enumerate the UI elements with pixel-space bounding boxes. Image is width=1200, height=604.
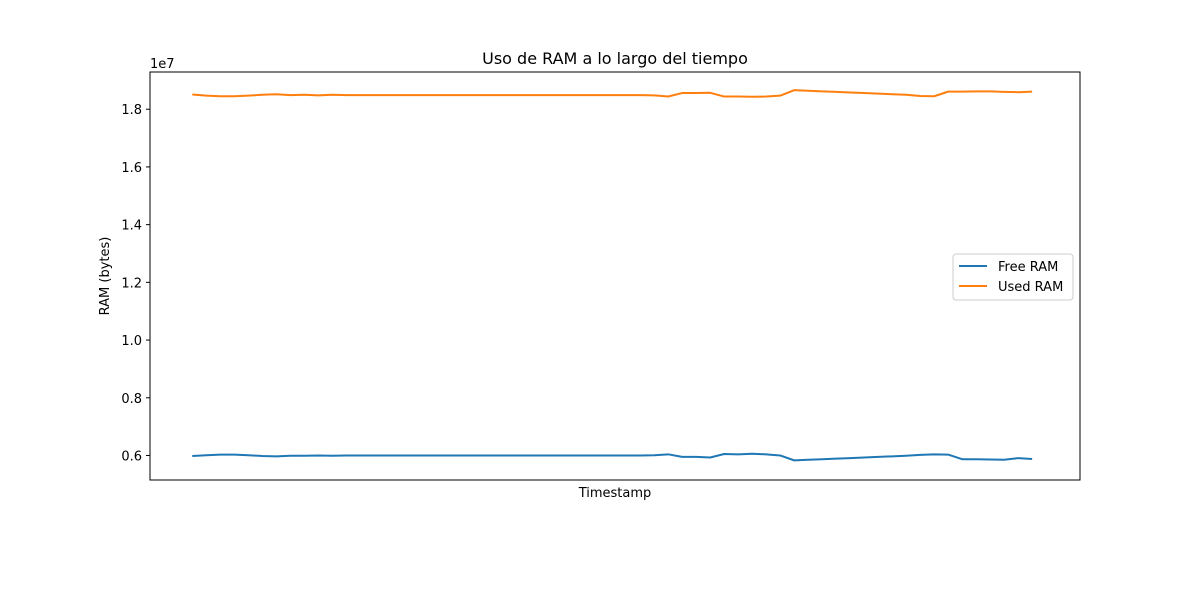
- y-tick-label: 1.2: [121, 276, 142, 291]
- y-tick-label: 1.6: [121, 161, 142, 176]
- plot-area: [192, 89, 1033, 462]
- y-tick-label: 1.8: [121, 103, 142, 118]
- y-tick-label: 1.0: [121, 334, 142, 349]
- y-axis: 0.6 0.8 1.0 1.2 1.4 1.6 1.8: [121, 103, 150, 464]
- chart-title: Uso de RAM a lo largo del tiempo: [482, 49, 748, 68]
- x-axis-title: Timestamp: [578, 486, 652, 501]
- y-axis-title: RAM (bytes): [98, 237, 113, 316]
- y-axis-offset-label: 1e7: [150, 57, 175, 72]
- series-line-free-ram: [192, 452, 1033, 462]
- legend-label-used-ram: Used RAM: [998, 280, 1063, 295]
- plot-frame: [149, 71, 1081, 481]
- series-line-used-ram: [192, 89, 1033, 98]
- y-tick-label: 0.8: [121, 392, 142, 407]
- y-tick-label: 1.4: [121, 219, 142, 234]
- chart-legend: Free RAM Used RAM: [952, 253, 1074, 301]
- y-tick-label: 0.6: [121, 449, 142, 464]
- legend-label-free-ram: Free RAM: [998, 260, 1058, 275]
